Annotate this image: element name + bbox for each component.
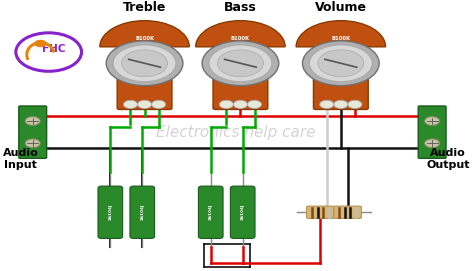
- FancyBboxPatch shape: [130, 186, 155, 238]
- Circle shape: [34, 40, 47, 47]
- Text: B100K: B100K: [331, 36, 350, 41]
- FancyBboxPatch shape: [198, 186, 223, 238]
- Text: FHC: FHC: [43, 44, 66, 54]
- FancyBboxPatch shape: [230, 186, 255, 238]
- FancyBboxPatch shape: [117, 32, 172, 109]
- FancyBboxPatch shape: [19, 106, 47, 158]
- Circle shape: [218, 50, 263, 77]
- Circle shape: [348, 100, 362, 108]
- FancyBboxPatch shape: [334, 206, 361, 218]
- FancyBboxPatch shape: [98, 186, 123, 238]
- Wedge shape: [100, 21, 189, 47]
- Circle shape: [303, 41, 379, 86]
- Circle shape: [202, 41, 279, 86]
- Circle shape: [113, 45, 176, 82]
- Circle shape: [334, 100, 348, 108]
- Circle shape: [309, 45, 372, 82]
- FancyBboxPatch shape: [418, 106, 446, 158]
- Circle shape: [318, 50, 364, 77]
- Circle shape: [151, 100, 166, 108]
- Circle shape: [425, 139, 440, 148]
- Text: Volume: Volume: [315, 1, 367, 14]
- Circle shape: [320, 100, 334, 108]
- Text: B100K: B100K: [231, 36, 250, 41]
- Text: 2A104J: 2A104J: [209, 204, 213, 220]
- Circle shape: [219, 100, 233, 108]
- Circle shape: [209, 45, 272, 82]
- Text: 2A104J: 2A104J: [140, 204, 144, 220]
- Circle shape: [138, 100, 151, 108]
- Text: Audio
Input: Audio Input: [2, 148, 38, 170]
- Circle shape: [123, 100, 138, 108]
- Circle shape: [25, 117, 40, 125]
- Text: 2A104J: 2A104J: [241, 204, 245, 220]
- Wedge shape: [196, 21, 285, 47]
- Circle shape: [247, 100, 262, 108]
- Circle shape: [233, 100, 247, 108]
- Text: Audio
Output: Audio Output: [426, 148, 470, 170]
- Text: 2A104J: 2A104J: [108, 204, 112, 220]
- Circle shape: [106, 41, 183, 86]
- Wedge shape: [296, 21, 385, 47]
- Circle shape: [25, 139, 40, 148]
- FancyBboxPatch shape: [307, 206, 334, 218]
- Text: Electronics help care: Electronics help care: [156, 125, 315, 140]
- Circle shape: [122, 50, 167, 77]
- FancyBboxPatch shape: [213, 32, 268, 109]
- Text: Treble: Treble: [123, 1, 166, 14]
- FancyBboxPatch shape: [314, 32, 368, 109]
- Text: Bass: Bass: [224, 1, 257, 14]
- Text: B100K: B100K: [135, 36, 154, 41]
- Circle shape: [425, 117, 440, 125]
